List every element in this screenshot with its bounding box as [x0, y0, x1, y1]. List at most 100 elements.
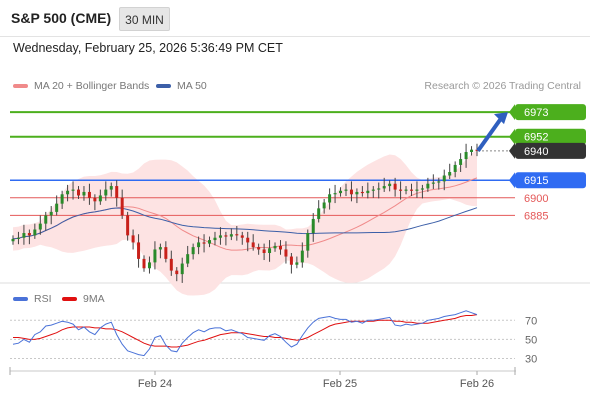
- candle: [300, 250, 304, 263]
- rsi-tick-30: 30: [525, 353, 537, 365]
- candle: [229, 234, 233, 237]
- candle: [415, 189, 419, 191]
- level-label-6973: 6973: [524, 107, 548, 119]
- legend-ma20: MA 20 + Bollinger Bands: [13, 80, 149, 92]
- candle: [475, 149, 479, 151]
- research-credit: Research © 2026 Trading Central: [424, 80, 581, 92]
- candle: [459, 159, 463, 165]
- rsi-legend-label: RSI: [34, 293, 52, 305]
- candle: [142, 258, 146, 269]
- level-label-6900: 6900: [524, 193, 548, 205]
- candle: [339, 190, 343, 194]
- candle: [104, 189, 108, 196]
- candle: [284, 249, 288, 257]
- candle: [27, 233, 31, 236]
- candle: [470, 149, 474, 153]
- rsi-tick-70: 70: [525, 315, 537, 327]
- candle: [115, 186, 119, 198]
- candle: [60, 194, 64, 204]
- legend-ma50: MA 50: [156, 80, 207, 92]
- candle: [404, 189, 408, 191]
- candle: [388, 183, 392, 187]
- candle: [208, 240, 212, 244]
- candle: [344, 189, 348, 191]
- candle: [66, 190, 70, 195]
- ma50-swatch: [156, 84, 171, 88]
- candle: [355, 191, 359, 195]
- level-label-6915: 6915: [524, 175, 548, 187]
- candle: [98, 195, 102, 202]
- candle: [82, 191, 86, 196]
- level-tag-arrow-6973: [509, 104, 515, 121]
- candle: [431, 182, 435, 184]
- candle: [262, 249, 266, 253]
- candle: [197, 242, 201, 248]
- candle: [377, 188, 381, 190]
- level-label-6940: 6940: [524, 146, 548, 158]
- level-tag-6952: [515, 128, 586, 145]
- candle: [437, 181, 441, 183]
- candle: [153, 249, 157, 263]
- candle: [393, 183, 397, 190]
- rsi-line: [12, 310, 478, 357]
- candle: [289, 256, 293, 265]
- candle: [464, 152, 468, 160]
- candle: [240, 235, 244, 238]
- rsi-ma-swatch: [62, 297, 77, 301]
- candle: [16, 237, 20, 239]
- candle: [77, 189, 81, 196]
- candle: [137, 242, 141, 259]
- candle: [235, 234, 239, 236]
- rsi-swatch: [13, 297, 28, 301]
- candle: [246, 237, 250, 243]
- candle: [333, 193, 337, 195]
- datetime-label: Wednesday, February 25, 2026 5:36:49 PM …: [13, 41, 283, 55]
- ma50-legend-label: MA 50: [177, 80, 207, 92]
- candle: [131, 235, 135, 243]
- target-arrow-head: [494, 112, 508, 125]
- rsi-ma-legend-label: 9MA: [83, 293, 105, 305]
- candle: [366, 190, 370, 194]
- candle: [360, 191, 364, 194]
- candle: [44, 215, 48, 224]
- candle: [257, 247, 261, 250]
- candle: [213, 237, 217, 241]
- target-arrow-shaft: [476, 115, 504, 152]
- candle: [38, 223, 42, 230]
- candle: [442, 175, 446, 182]
- candle: [191, 247, 195, 255]
- candle: [93, 197, 97, 202]
- bollinger-band: [13, 149, 477, 296]
- candle: [169, 258, 173, 271]
- candle: [71, 189, 75, 191]
- candle: [33, 229, 37, 236]
- legend-rsi: RSI: [13, 293, 52, 305]
- candle: [420, 188, 424, 190]
- candles: [11, 143, 479, 283]
- candle: [426, 183, 430, 189]
- candle: [147, 262, 151, 269]
- candle: [55, 203, 59, 212]
- level-tag-arrow-6952: [509, 128, 515, 145]
- timeframe-button[interactable]: 30 MIN: [119, 7, 170, 31]
- chart-header: S&P 500 (CME) 30 MIN: [0, 0, 590, 37]
- candle: [22, 233, 26, 238]
- candle: [453, 164, 457, 172]
- candle: [295, 262, 299, 265]
- candle: [311, 218, 315, 234]
- level-label-6952: 6952: [524, 132, 548, 144]
- candle: [87, 191, 91, 198]
- level-tag-6973: [515, 104, 586, 121]
- candle: [322, 202, 326, 209]
- candle: [278, 245, 282, 250]
- candle: [371, 189, 375, 191]
- candle: [273, 245, 277, 249]
- candle: [328, 194, 332, 203]
- legend-rsi-ma: 9MA: [62, 293, 105, 305]
- candle: [175, 270, 179, 275]
- rsi-ma-line: [13, 314, 478, 348]
- candle: [251, 242, 255, 248]
- x-tick-label: Feb 26: [460, 378, 494, 390]
- candle: [120, 197, 124, 216]
